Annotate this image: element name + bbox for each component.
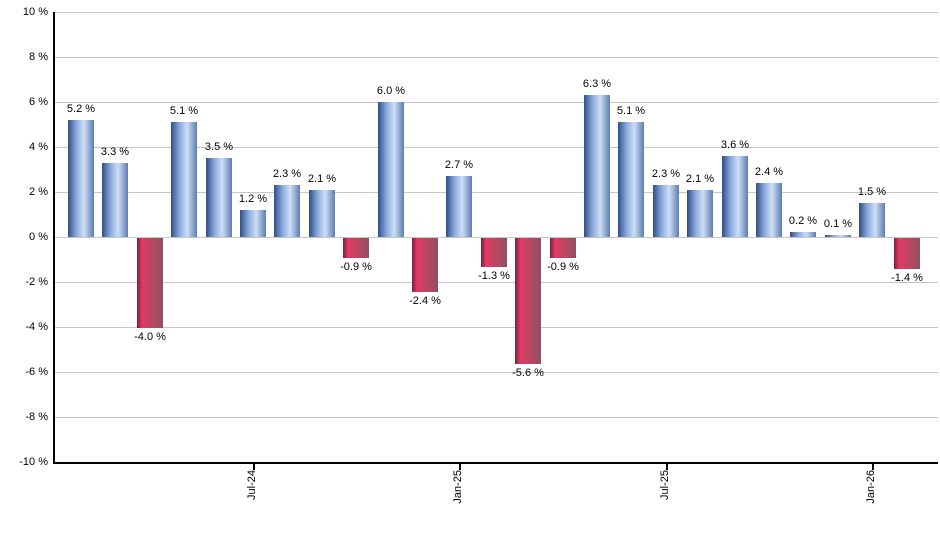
bar-positive (240, 210, 266, 237)
bar-value-label: -0.9 % (340, 261, 372, 273)
bar-positive (687, 190, 713, 237)
bar-value-label: 5.2 % (66, 103, 96, 115)
bar-value-label: 2.1 % (685, 173, 715, 185)
bar-positive (309, 190, 335, 237)
bar-value-label: 2.3 % (651, 168, 681, 180)
x-axis-tick-label: Jan-26 (865, 470, 877, 504)
bar-negative (412, 238, 438, 292)
gridline (55, 102, 938, 103)
y-axis (53, 12, 55, 464)
bar-positive (618, 122, 644, 237)
bar-value-label: 3.3 % (100, 146, 130, 158)
x-axis-tick-label: Jul-24 (246, 470, 258, 500)
bar-value-label: 1.5 % (857, 186, 887, 198)
bar-positive (859, 203, 885, 237)
y-axis-tick-label: 0 % (29, 231, 48, 243)
bar-value-label: 6.0 % (376, 85, 406, 97)
gridline (55, 12, 938, 13)
x-axis-tick (253, 464, 255, 470)
x-axis-tick-label: Jul-25 (659, 470, 671, 500)
bar-positive (446, 176, 472, 237)
bar-positive (102, 163, 128, 237)
bar-value-label: 0.1 % (823, 218, 853, 230)
bar-positive (790, 232, 816, 237)
x-axis-tick (459, 464, 461, 470)
bar-positive (378, 102, 404, 237)
y-axis-tick-label: 4 % (29, 141, 48, 153)
bar-value-label: 5.1 % (169, 105, 199, 117)
bar-value-label: 3.6 % (720, 139, 750, 151)
bar-positive (206, 158, 232, 237)
x-axis-tick-label: Jan-25 (452, 470, 464, 504)
bar-value-label: 2.3 % (272, 168, 302, 180)
x-axis-tick (872, 464, 874, 470)
bar-value-label: 6.3 % (582, 78, 612, 90)
bar-value-label: 2.1 % (307, 173, 337, 185)
bar-value-label: -1.4 % (891, 272, 923, 284)
bar-positive (653, 185, 679, 237)
gridline (55, 282, 938, 283)
gridline (55, 372, 938, 373)
bar-negative (515, 238, 541, 364)
bar-value-label: 5.1 % (616, 105, 646, 117)
y-axis-tick-label: 6 % (29, 96, 48, 108)
y-axis-tick-label: -8 % (25, 411, 48, 423)
bar-value-label: 3.5 % (204, 141, 234, 153)
bar-negative (550, 238, 576, 258)
gridline (55, 327, 938, 328)
y-axis-tick-label: 10 % (22, 6, 48, 18)
bar-value-label: -1.3 % (478, 270, 510, 282)
gridline (55, 57, 938, 58)
bar-positive (722, 156, 748, 237)
x-axis-tick (666, 464, 668, 470)
bar-value-label: 2.4 % (754, 166, 784, 178)
bar-value-label: 1.2 % (238, 193, 268, 205)
bar-value-label: 0.2 % (788, 215, 818, 227)
bar-negative (137, 238, 163, 328)
x-axis (53, 462, 938, 464)
bar-positive (756, 183, 782, 237)
y-axis-tick-label: 2 % (29, 186, 48, 198)
y-axis-tick-label: 8 % (29, 51, 48, 63)
bar-value-label: -2.4 % (409, 295, 441, 307)
bar-value-label: 2.7 % (444, 159, 474, 171)
bar-negative (481, 238, 507, 267)
bar-positive (825, 235, 851, 237)
bar-positive (584, 95, 610, 237)
gridline (55, 237, 938, 238)
bar-positive (68, 120, 94, 237)
gridline (55, 192, 938, 193)
bar-value-label: -4.0 % (134, 331, 166, 343)
y-axis-tick-label: -10 % (19, 456, 48, 468)
y-axis-tick-label: -2 % (25, 276, 48, 288)
bar-value-label: -5.6 % (512, 367, 544, 379)
y-axis-tick-label: -6 % (25, 366, 48, 378)
bar-negative (343, 238, 369, 258)
bar-positive (171, 122, 197, 237)
bar-value-label: -0.9 % (547, 261, 579, 273)
gridline (55, 417, 938, 418)
y-axis-tick-label: -4 % (25, 321, 48, 333)
bar-positive (274, 185, 300, 237)
bar-negative (894, 238, 920, 269)
gridline (55, 147, 938, 148)
